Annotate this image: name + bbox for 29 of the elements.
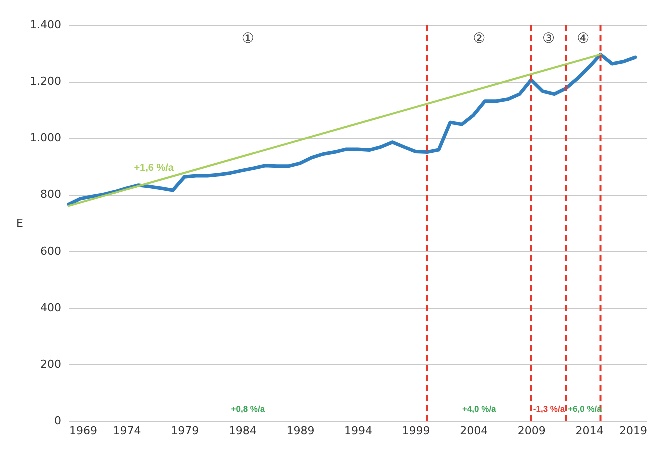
y-tick-label: 400 (40, 301, 62, 314)
annotation: ① (242, 31, 254, 47)
x-tick-label: 2014 (576, 424, 604, 438)
annotation: ④ (577, 31, 590, 47)
annotation: ③ (542, 31, 556, 47)
x-tick-label: 2004 (460, 424, 488, 438)
y-tick-label: 600 (40, 244, 62, 258)
annotation: +4,0 %/a (462, 404, 497, 414)
x-tick-label: 1984 (228, 424, 257, 438)
x-tick-label: 1989 (286, 424, 315, 438)
x-tick-label: 1974 (113, 424, 142, 438)
x-tick-label: 1999 (402, 424, 430, 438)
y-tick-label: 200 (40, 358, 62, 371)
annotation: +6,0 %/a (568, 404, 602, 414)
y-tick-label: 1.200 (30, 75, 62, 88)
annotation: -1,3 %/a (533, 404, 566, 414)
y-axis-title: E (16, 217, 24, 230)
x-tick-label: 2009 (518, 424, 546, 438)
y-tick-label: 0 (54, 414, 62, 428)
x-tick-label: 1994 (344, 424, 372, 438)
y-tick-label: 1.400 (30, 18, 62, 32)
annotation: +1,6 %/a (134, 162, 174, 174)
x-tick-label: 1979 (171, 424, 200, 438)
x-tick-label: 2019 (620, 424, 648, 438)
annotation: +0,8 %/a (231, 404, 266, 414)
x-tick-label: 1969 (70, 424, 98, 438)
annotation: ② (473, 31, 486, 47)
y-tick-label: 800 (40, 188, 62, 202)
y-tick-label: 1.000 (30, 132, 62, 145)
